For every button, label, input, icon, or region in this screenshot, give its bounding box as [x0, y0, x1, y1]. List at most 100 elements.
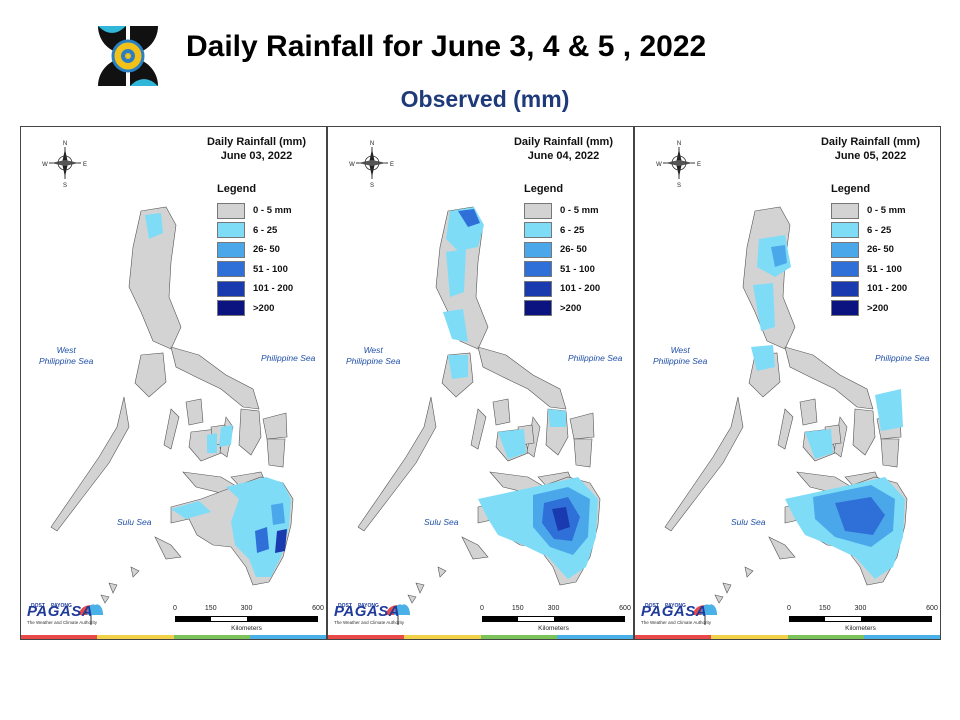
legend-swatch [524, 241, 552, 258]
philippines-map: N S W E DOST PAYONG [645, 141, 908, 625]
sea-label-sulu: Sulu Sea [731, 517, 766, 527]
pagasa-branding: PAGASA The Weather and Climate Authority [27, 603, 97, 625]
sea-label-west: West Philippine Sea [39, 345, 94, 366]
dost-logo [96, 24, 160, 88]
legend-item: >200 [524, 299, 600, 319]
map-panel-june-05: N S W E DOST PAYONG Daily Rainfall (mm) June … [634, 126, 941, 640]
legend-swatch [831, 202, 859, 219]
agency-name: PAGASA [641, 603, 708, 620]
compass-rose-icon [356, 147, 388, 179]
legend-swatch [524, 202, 552, 219]
agency-name: PAGASA [27, 603, 94, 620]
compass-rose-icon [663, 147, 695, 179]
branding-small-label: DOST [338, 603, 352, 609]
legend-item: >200 [831, 299, 907, 319]
legend-swatch [524, 280, 552, 297]
legend-swatch [217, 261, 245, 278]
legend-swatch [831, 261, 859, 278]
legend-title: Legend [831, 183, 871, 195]
color-stripe [635, 635, 940, 639]
legend-swatch [217, 300, 245, 317]
legend-swatch [831, 241, 859, 258]
rain-overlay [751, 235, 905, 579]
compass-letter: N [370, 141, 374, 147]
compass-rose-icon [49, 147, 81, 179]
legend-item: 0 - 5 mm [217, 201, 293, 221]
compass-letter: W [656, 162, 662, 168]
legend-item: 6 - 25 [217, 221, 293, 241]
rain-overlay [145, 213, 291, 577]
legend-item: 0 - 5 mm [524, 201, 600, 221]
legend-swatch [217, 241, 245, 258]
panel-title: Daily Rainfall (mm) June 05, 2022 [820, 136, 920, 162]
agency-tagline: The Weather and Climate Authority [334, 620, 404, 625]
map-panels: N S W E DOST PAYONG Daily Rainfall (mm) June … [20, 126, 942, 640]
compass-letter: S [370, 183, 374, 189]
compass-letter: N [677, 141, 681, 147]
legend-swatch [831, 280, 859, 297]
legend-item: 26- 50 [831, 240, 907, 260]
legend-swatch [524, 222, 552, 239]
legend-swatch [217, 280, 245, 297]
sea-label-west: West Philippine Sea [346, 345, 401, 366]
philippines-map: N S W E DOST PAYONG [338, 141, 601, 625]
agency-tagline: The Weather and Climate Authority [27, 620, 97, 625]
sea-label-sulu: Sulu Sea [117, 517, 152, 527]
legend-item: 51 - 100 [831, 260, 907, 280]
branding-small-label: DOST [31, 603, 45, 609]
sea-label-west: West Philippine Sea [653, 345, 708, 366]
scale-bar: 0 150 300 600 Kilometers [480, 605, 631, 632]
legend-item: >200 [217, 299, 293, 319]
compass-letter: S [63, 183, 67, 189]
sea-label-east: Philippine Sea [875, 353, 930, 363]
legend-title: Legend [524, 183, 564, 195]
sea-label-east: Philippine Sea [261, 353, 316, 363]
compass-letter: N [63, 141, 67, 147]
scale-bar: 0 150 300 600 Kilometers [173, 605, 324, 632]
legend-swatch [524, 261, 552, 278]
page-subtitle: Observed (mm) [400, 86, 570, 112]
page-title: Daily Rainfall for June 3, 4 & 5 , 2022 [186, 30, 707, 63]
legend-swatch [831, 222, 859, 239]
color-stripe [328, 635, 633, 639]
map-legend: Legend 0 - 5 mm 6 - 25 26- 50 51 - 100 1… [831, 183, 907, 318]
legend-swatch [524, 300, 552, 317]
compass-letter: W [42, 162, 48, 168]
compass-letter: E [83, 162, 87, 168]
legend-item: 101 - 200 [831, 279, 907, 299]
legend-item: 0 - 5 mm [831, 201, 907, 221]
sea-label-east: Philippine Sea [568, 353, 623, 363]
map-legend: Legend 0 - 5 mm 6 - 25 26- 50 51 - 100 1… [524, 183, 600, 318]
legend-item: 101 - 200 [217, 279, 293, 299]
umbrella-icon [693, 604, 718, 625]
legend-item: 6 - 25 [524, 221, 600, 241]
map-panel-june-04: N S W E DOST PAYONG Daily Rainfall (mm) June … [327, 126, 634, 640]
compass-letter: E [697, 162, 701, 168]
umbrella-icon [386, 604, 411, 625]
pagasa-branding: PAGASA The Weather and Climate Authority [334, 603, 404, 625]
legend-item: 26- 50 [217, 240, 293, 260]
map-legend: Legend 0 - 5 mm 6 - 25 26- 50 51 - 100 1… [217, 183, 293, 318]
branding-small-label: DOST [645, 603, 659, 609]
panel-title: Daily Rainfall (mm) June 04, 2022 [513, 136, 613, 162]
legend-item: 101 - 200 [524, 279, 600, 299]
agency-tagline: The Weather and Climate Authority [641, 620, 711, 625]
legend-item: 6 - 25 [831, 221, 907, 241]
branding-small-label: PAYONG [665, 603, 686, 609]
legend-item: 26- 50 [524, 240, 600, 260]
map-panel-june-03: N S W E DOST PAYONG Daily Rainfall (mm) June … [20, 126, 327, 640]
color-stripe [21, 635, 326, 639]
compass-letter: E [390, 162, 394, 168]
sea-label-sulu: Sulu Sea [424, 517, 459, 527]
legend-item: 51 - 100 [217, 260, 293, 280]
legend-title: Legend [217, 183, 257, 195]
branding-small-label: PAYONG [51, 603, 72, 609]
scale-bar: 0 150 300 600 Kilometers [787, 605, 938, 632]
agency-name: PAGASA [334, 603, 401, 620]
compass-letter: W [349, 162, 355, 168]
legend-swatch [217, 202, 245, 219]
compass-letter: S [677, 183, 681, 189]
rain-overlay [443, 207, 598, 579]
legend-swatch [217, 222, 245, 239]
pagasa-branding: PAGASA The Weather and Climate Authority [641, 603, 711, 625]
